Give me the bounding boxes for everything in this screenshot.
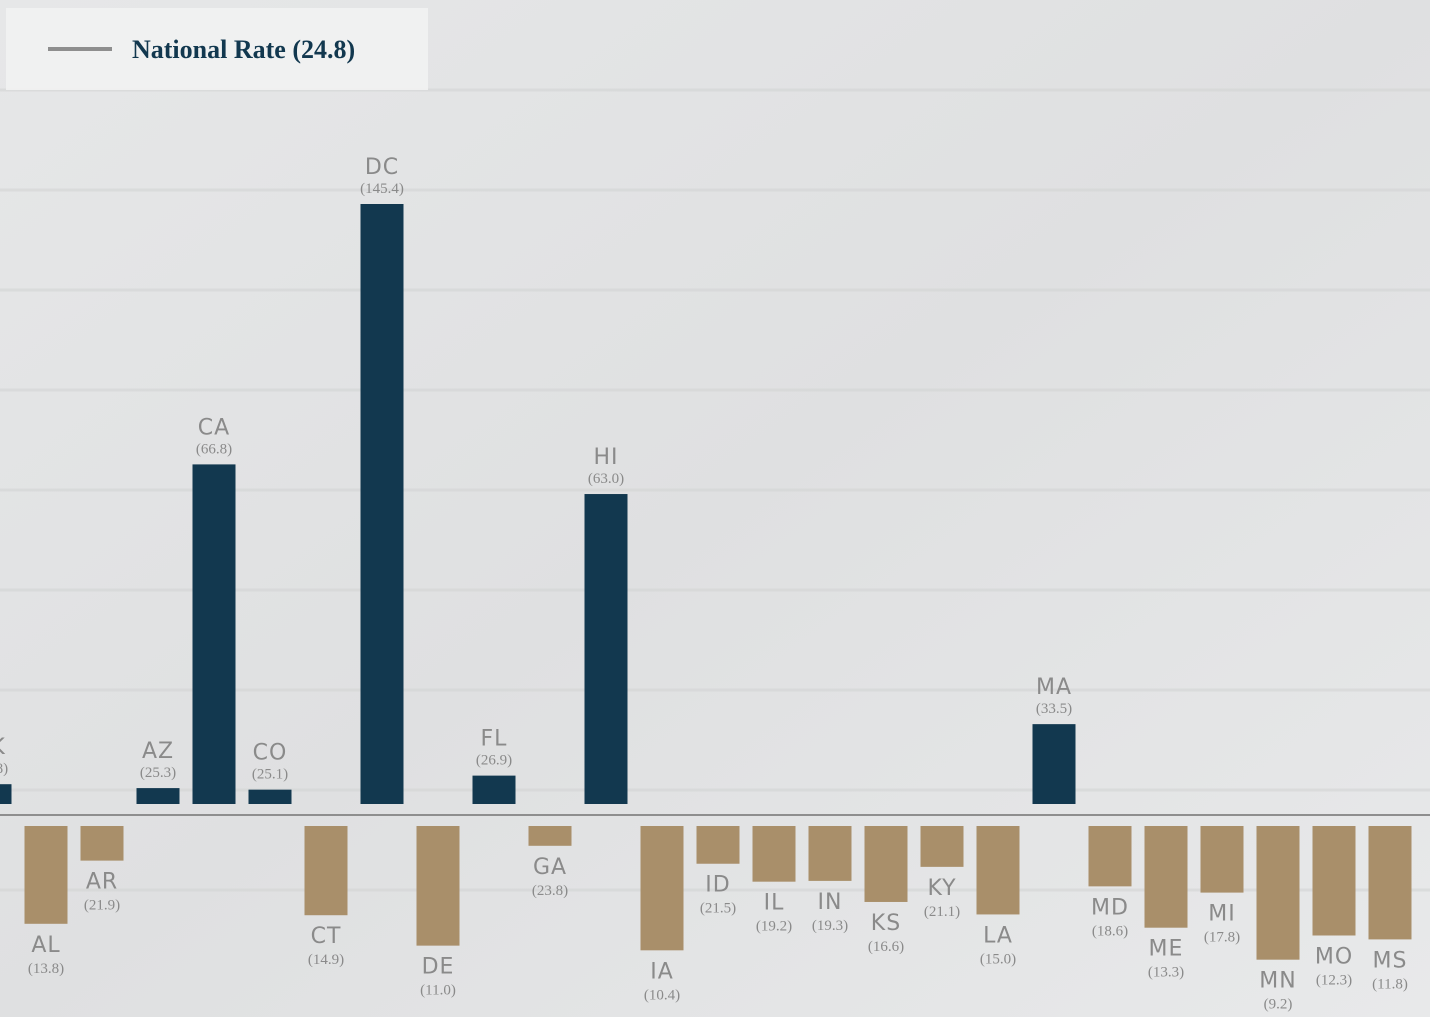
state-label: MO xyxy=(1315,945,1353,970)
bar xyxy=(1088,826,1132,887)
state-label: AR xyxy=(86,870,118,895)
state-label: HI xyxy=(593,445,618,470)
bar xyxy=(24,826,68,924)
value-label: (25.8) xyxy=(0,761,8,777)
value-label: (66.8) xyxy=(196,441,232,457)
state-label: GA xyxy=(533,855,567,880)
bar xyxy=(1144,826,1188,928)
value-label: (25.1) xyxy=(252,767,288,783)
state-label: CT xyxy=(311,924,342,949)
value-label: (9.2) xyxy=(1264,997,1293,1013)
bar xyxy=(0,784,12,804)
value-label: (15.0) xyxy=(980,951,1016,967)
value-label: (26.9) xyxy=(476,753,512,769)
bar xyxy=(1312,826,1356,936)
bar xyxy=(920,826,964,867)
state-label: MA xyxy=(1036,675,1072,700)
value-label: (145.4) xyxy=(360,181,404,197)
bar xyxy=(136,788,180,804)
state-label: ME xyxy=(1149,937,1184,962)
bricks xyxy=(0,88,1430,892)
state-label: AK xyxy=(0,735,6,760)
value-label: (25.3) xyxy=(140,765,176,781)
value-label: (21.1) xyxy=(924,904,960,920)
value-label: (21.9) xyxy=(84,898,120,914)
value-label: (13.8) xyxy=(28,961,64,977)
value-label: (10.4) xyxy=(644,987,680,1003)
state-label: MN xyxy=(1259,969,1296,994)
bar xyxy=(360,204,404,804)
state-label: IA xyxy=(650,959,674,984)
value-label: (19.2) xyxy=(756,919,792,935)
bar xyxy=(192,464,236,804)
bar xyxy=(1256,826,1300,960)
state-label: KS xyxy=(871,911,901,936)
state-label: FL xyxy=(481,727,508,752)
state-label: LA xyxy=(983,923,1013,948)
bar xyxy=(640,826,684,951)
value-label: (16.6) xyxy=(868,939,904,955)
state-label: CO xyxy=(253,741,288,766)
bar xyxy=(1032,724,1076,804)
value-label: (21.5) xyxy=(700,901,736,917)
legend-label: National Rate (24.8) xyxy=(132,35,355,64)
value-label: (12.3) xyxy=(1316,973,1352,989)
bar xyxy=(80,826,124,861)
value-label: (13.3) xyxy=(1148,965,1184,981)
bar xyxy=(472,775,516,804)
value-label: (17.8) xyxy=(1204,930,1240,946)
bar xyxy=(528,826,572,846)
value-label: (33.5) xyxy=(1036,701,1072,717)
state-label: IN xyxy=(818,890,843,915)
bar xyxy=(864,826,908,902)
state-label: CA xyxy=(198,415,230,440)
bar xyxy=(1368,826,1412,940)
value-label: (19.3) xyxy=(812,918,848,934)
state-label: DE xyxy=(422,955,455,980)
state-label: MD xyxy=(1091,895,1129,920)
bar xyxy=(416,826,460,946)
state-label: AL xyxy=(31,933,60,958)
value-label: (11.0) xyxy=(420,983,456,999)
value-label: (14.9) xyxy=(308,952,344,968)
bar xyxy=(976,826,1020,915)
state-label: ID xyxy=(705,873,730,898)
bar xyxy=(808,826,852,881)
state-label: MS xyxy=(1373,948,1408,973)
state-label: MI xyxy=(1208,902,1235,927)
value-label: (23.8) xyxy=(532,883,568,899)
state-label: KY xyxy=(927,876,956,901)
bar xyxy=(304,826,348,916)
bar xyxy=(1200,826,1244,893)
bar xyxy=(696,826,740,864)
bar xyxy=(584,494,628,804)
state-label: AZ xyxy=(142,739,174,764)
bar xyxy=(752,826,796,882)
value-label: (18.6) xyxy=(1092,923,1128,939)
state-label: DC xyxy=(365,155,399,180)
value-label: (63.0) xyxy=(588,471,624,487)
state-label: IL xyxy=(764,891,785,916)
value-label: (11.8) xyxy=(1372,976,1408,992)
bar xyxy=(248,789,292,804)
